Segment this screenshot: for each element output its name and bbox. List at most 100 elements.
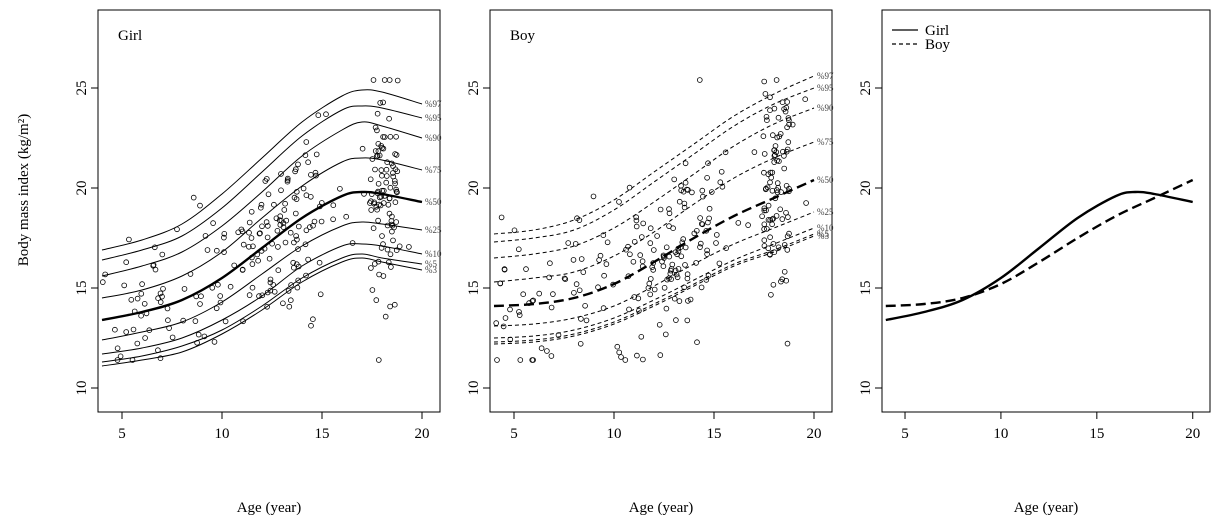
observation-point [630,258,637,265]
observation-point [786,188,792,195]
observation-point [406,244,412,250]
observation-point [192,318,199,324]
observation-point [394,77,401,84]
centile-label: %75 [425,165,442,175]
centile-line-p3 [101,257,423,367]
observation-point [516,312,523,318]
observation-point [769,132,776,138]
observation-point [381,134,388,140]
observation-point [667,270,674,277]
observation-point [387,184,394,191]
observation-point [684,275,691,282]
observation-point [181,286,188,292]
observation-point [285,288,292,294]
observation-point [306,224,313,230]
observation-point [155,347,161,354]
y-tick-label: 10 [858,381,874,396]
observation-point [257,230,263,237]
observation-point [723,245,729,251]
observation-point [681,204,688,211]
observation-point [138,290,145,297]
observation-point [767,179,773,186]
observation-point [267,279,274,286]
observation-point [310,222,316,229]
observation-point [550,291,556,297]
observation-point [213,305,220,312]
observation-point [626,306,632,313]
observation-point [597,252,604,259]
observation-point [693,260,699,266]
observation-point [271,201,277,208]
centile-label: %90 [817,103,834,113]
observation-point [282,200,288,207]
observation-point [523,266,529,272]
observation-point [121,282,127,289]
centile-label: %5 [817,229,829,239]
centile-label: %3 [425,265,437,275]
observation-point [694,339,700,346]
observation-point [368,265,374,271]
observation-point [784,146,791,153]
observation-point [660,263,667,270]
observation-point [117,353,124,360]
observation-point [302,152,309,159]
x-tick-label: 15 [1089,426,1104,442]
observation-point [698,284,705,291]
observation-point [779,216,786,222]
observation-point [231,262,238,269]
observation-point [187,271,194,277]
observation-point [769,188,776,194]
y-tick-label: 10 [466,381,482,396]
observation-point [129,357,136,363]
observation-point [666,206,672,212]
observation-point [248,209,255,215]
observation-point [180,317,187,324]
observation-point [769,169,776,176]
observation-point [678,253,685,260]
median-line-girl [885,190,1193,322]
centile-line-p5 [101,253,423,363]
observation-point [595,284,601,291]
y-tick-label: 15 [74,281,90,296]
observation-point [673,317,679,323]
observation-point [263,176,270,182]
observation-point [511,227,518,234]
observation-point [190,194,197,201]
observation-point [647,240,654,246]
observation-point [157,355,164,362]
observation-point [370,225,377,232]
observation-point [202,233,209,239]
observation-point [546,274,552,281]
observation-point [369,287,376,293]
observation-point [682,179,689,186]
observation-point [393,219,400,225]
observation-point [380,145,387,152]
observation-point [640,356,646,363]
x-tick-label: 10 [607,426,622,442]
observation-point [761,243,768,249]
centile-line-p97 [493,75,815,235]
observation-point [381,77,388,83]
observation-point [300,185,307,192]
observation-point [387,303,393,310]
centile-line-p25 [493,211,815,327]
centile-label: %50 [425,197,442,207]
plot-frame [489,9,833,413]
observation-point [713,232,720,238]
observation-point [633,223,640,230]
observation-point [771,159,777,165]
observation-point [703,277,710,283]
observation-point [150,262,157,268]
observation-point [380,134,386,140]
x-tick-label: 5 [901,426,909,442]
observation-point [548,353,555,359]
observation-point [638,333,645,340]
observation-point [374,110,381,117]
observation-point [130,326,137,333]
observation-point [663,244,670,251]
observation-point [784,233,791,240]
observation-point [669,261,676,268]
observation-point [783,277,789,284]
observation-point [367,176,374,183]
observation-point [290,264,297,271]
